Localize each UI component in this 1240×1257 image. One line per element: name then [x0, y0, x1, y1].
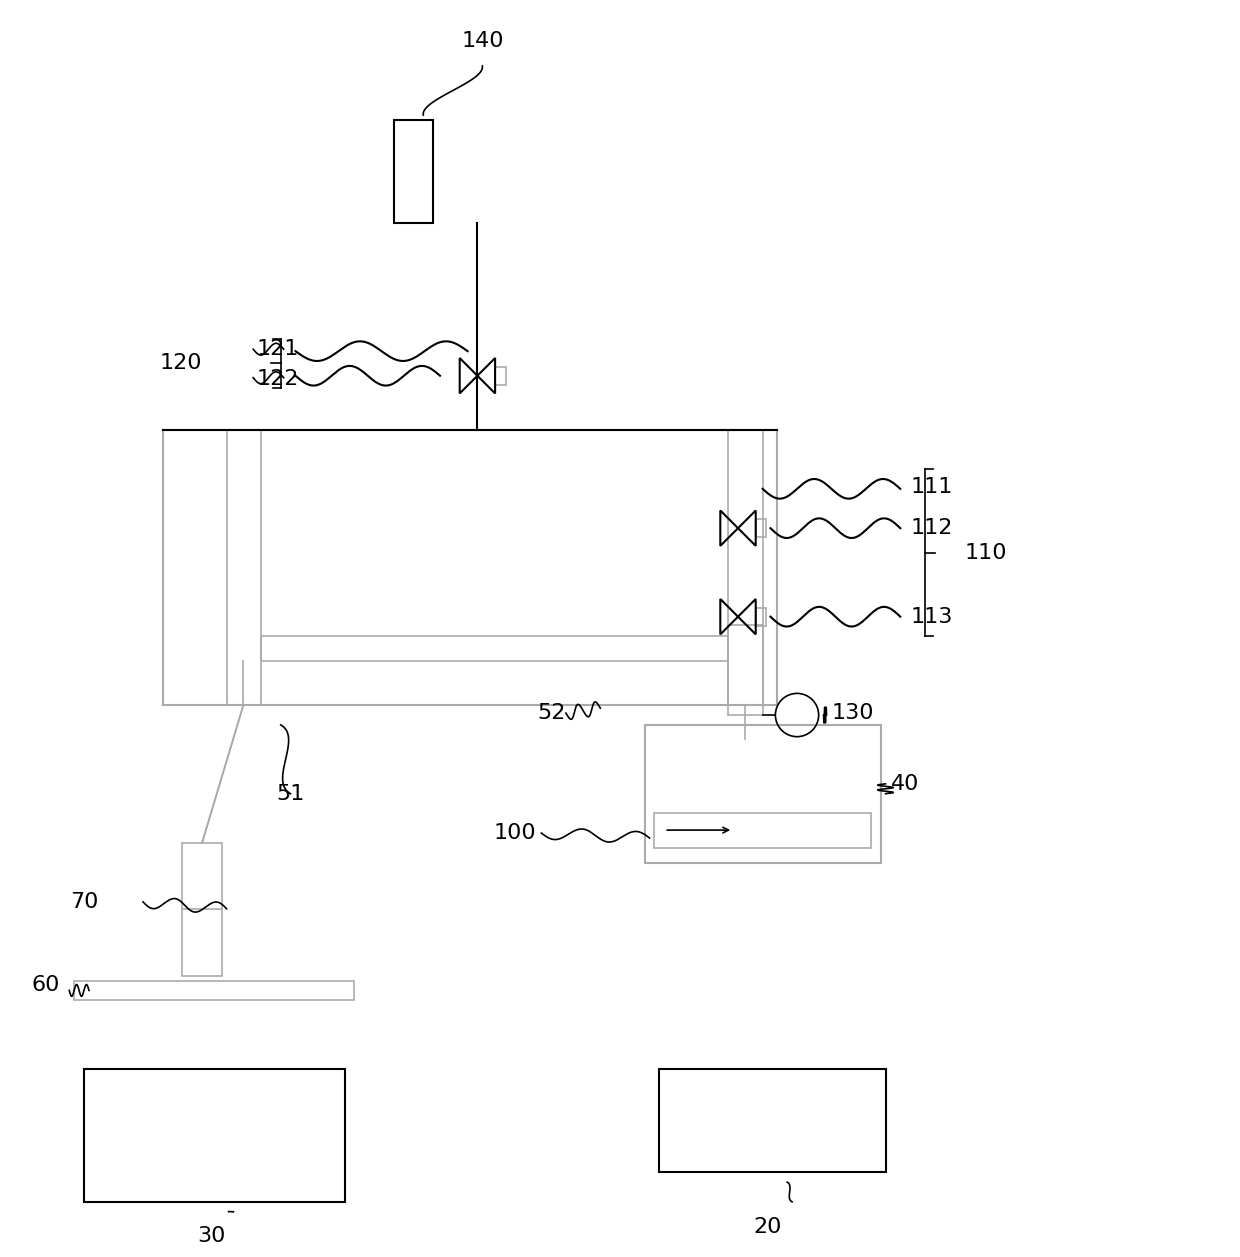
Text: 122: 122 — [257, 368, 299, 388]
Text: 130: 130 — [832, 703, 874, 723]
Text: 20: 20 — [754, 1217, 781, 1237]
Text: 110: 110 — [965, 543, 1007, 563]
Text: 121: 121 — [257, 339, 299, 360]
Text: 60: 60 — [31, 975, 60, 996]
Text: 120: 120 — [160, 353, 202, 373]
Text: 100: 100 — [494, 823, 537, 843]
Text: 40: 40 — [890, 774, 919, 794]
Text: 52: 52 — [537, 703, 565, 723]
Text: 140: 140 — [461, 31, 503, 52]
Text: 70: 70 — [71, 892, 99, 911]
Text: 30: 30 — [197, 1227, 226, 1247]
Text: 113: 113 — [910, 607, 952, 627]
Text: 51: 51 — [277, 784, 305, 804]
Text: 112: 112 — [910, 518, 952, 538]
Text: 111: 111 — [910, 476, 952, 497]
